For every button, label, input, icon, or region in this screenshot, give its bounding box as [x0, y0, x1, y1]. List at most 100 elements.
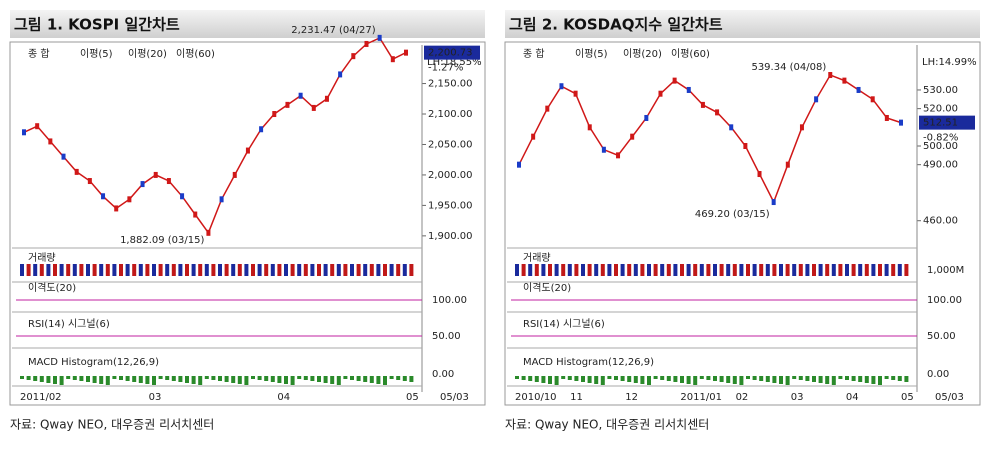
volume-bar — [594, 264, 599, 276]
volume-bar — [541, 264, 546, 276]
macd-bar — [574, 376, 579, 381]
volume-bar — [858, 264, 863, 276]
price-point — [114, 205, 119, 212]
macd-bar — [831, 376, 836, 385]
macd-bar — [409, 376, 414, 382]
macd-bar — [92, 376, 97, 383]
volume-bar — [759, 264, 764, 276]
volume-bar — [343, 264, 348, 276]
macd-bar — [554, 376, 559, 385]
volume-bar — [79, 264, 84, 276]
macd-bar — [805, 376, 810, 381]
price-point — [272, 111, 277, 118]
price-point — [245, 147, 250, 154]
title-bar — [10, 10, 485, 38]
panel-label: RSI(14) 시그널(6) — [28, 318, 110, 330]
macd-bar — [719, 376, 724, 382]
macd-bar — [891, 376, 896, 380]
x-tick-label: 05/03 — [935, 392, 964, 403]
volume-bar — [818, 264, 823, 276]
change-label: -1.27% — [428, 63, 463, 74]
volume-bar — [244, 264, 249, 276]
price-point — [338, 71, 343, 78]
macd-bar — [561, 376, 566, 379]
volume-bar — [871, 264, 876, 276]
volume-bar — [627, 264, 632, 276]
macd-bar — [303, 376, 308, 380]
macd-bar — [152, 376, 156, 385]
volume-bar — [105, 264, 110, 276]
panel-tick: 100.00 — [927, 295, 962, 306]
volume-bar — [99, 264, 104, 276]
price-point — [206, 229, 211, 236]
macd-bar — [402, 376, 407, 381]
macd-bar — [237, 376, 242, 384]
y-tick-label: 1,900.00 — [428, 231, 473, 242]
volume-bar — [581, 264, 585, 276]
macd-bar — [739, 376, 744, 385]
macd-bar — [581, 376, 585, 382]
panel-tick: 50.00 — [927, 331, 956, 342]
panel-label: MACD Histogram(12,26,9) — [523, 357, 654, 368]
macd-bar — [680, 376, 684, 383]
macd-bar — [897, 376, 902, 381]
panel-label: 이격도(20) — [28, 281, 76, 294]
volume-bar — [660, 264, 665, 276]
macd-bar — [383, 376, 387, 385]
macd-bar — [825, 376, 830, 384]
x-tick-label: 02 — [736, 392, 749, 403]
volume-bar — [845, 264, 849, 276]
volume-bar — [647, 264, 651, 276]
volume-bar — [53, 264, 57, 276]
price-point — [48, 138, 53, 145]
y-tick-label: 490.00 — [923, 160, 958, 171]
volume-bar — [838, 264, 843, 276]
volume-bar — [125, 264, 130, 276]
price-point — [630, 133, 635, 140]
macd-bar — [198, 376, 203, 385]
volume-bar — [653, 264, 658, 276]
price-point — [559, 83, 564, 90]
price-point — [616, 152, 621, 159]
price-point — [377, 34, 382, 41]
volume-bar — [521, 264, 526, 276]
volume-bar — [607, 264, 612, 276]
volume-bar — [277, 264, 282, 276]
macd-bar — [858, 376, 863, 382]
price-point — [232, 171, 237, 178]
x-tick-label: 03 — [149, 392, 162, 403]
high-label: 539.34 (04/08) — [751, 62, 826, 73]
macd-bar — [660, 376, 665, 380]
volume-bar — [640, 264, 645, 276]
volume-bar — [66, 264, 71, 276]
volume-bar — [812, 264, 816, 276]
high-label: 2,231.47 (04/27) — [291, 25, 375, 36]
macd-bar — [759, 376, 764, 381]
price-point — [390, 56, 395, 63]
legend-item: 이평(5) — [80, 48, 113, 60]
price-point — [743, 143, 748, 149]
volume-bar — [752, 264, 757, 276]
macd-bar — [779, 376, 783, 384]
macd-bar — [290, 376, 295, 385]
volume-bar — [26, 264, 31, 276]
volume-bar — [264, 264, 269, 276]
volume-bar — [699, 264, 704, 276]
macd-bar — [686, 376, 691, 384]
panel-label: RSI(14) 시그널(6) — [523, 318, 605, 330]
volume-bar — [864, 264, 869, 276]
macd-bar — [752, 376, 757, 380]
macd-bar — [132, 376, 137, 382]
macd-bar — [515, 376, 519, 379]
volume-bar — [633, 264, 638, 276]
macd-bar — [171, 376, 176, 381]
volume-bar — [112, 264, 117, 276]
last-box — [919, 115, 975, 130]
volume-bar — [138, 264, 143, 276]
macd-bar — [693, 376, 698, 385]
price-point — [404, 49, 408, 56]
volume-bar — [198, 264, 203, 276]
legend-item: 이평(60) — [671, 48, 710, 60]
y-tick-label: 1,950.00 — [428, 200, 473, 211]
figure-title: 그림 1. KOSPI 일간차트 — [14, 16, 180, 34]
